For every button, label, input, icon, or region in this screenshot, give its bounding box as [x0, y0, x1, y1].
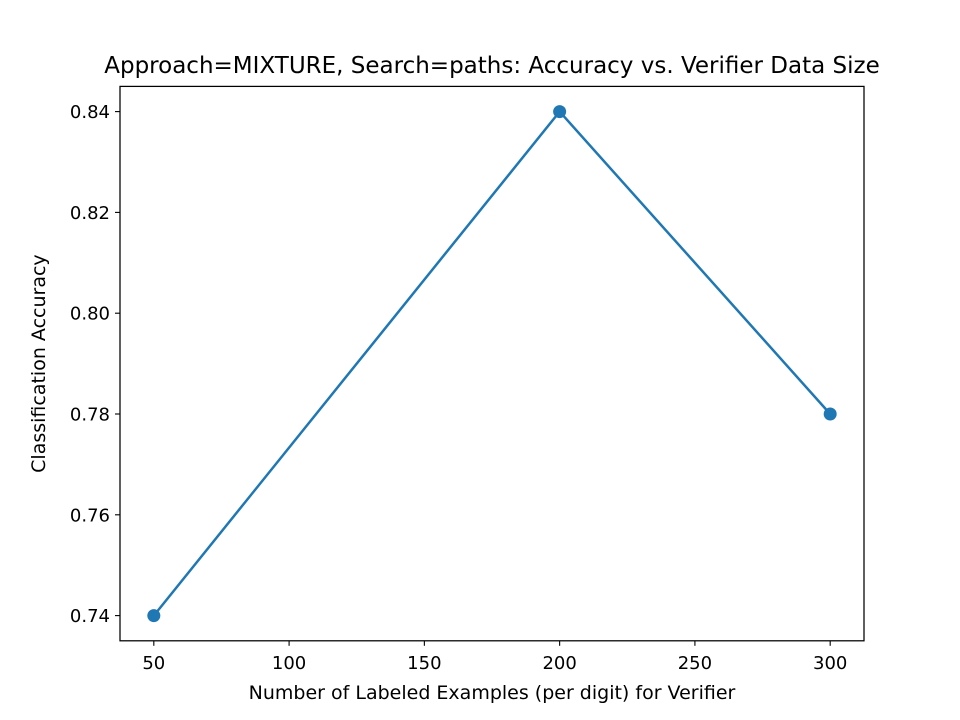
plot-frame — [119, 85, 865, 642]
y-tick-label: 0.82 — [70, 203, 110, 224]
y-axis-ticks: 0.74 0.76 0.78 0.80 0.82 0.84 — [70, 102, 120, 627]
data-point — [147, 609, 161, 623]
plot-area: 50 100 150 200 250 300 0.740.760.780.800.820.… — [70, 85, 865, 674]
x-tick-label: 200 — [542, 653, 576, 674]
x-axis-ticks: 50 100 150 200 250 300 — [142, 640, 847, 674]
data-point — [823, 407, 837, 421]
chart-title: Approach=MIXTURE, Search=paths: Accuracy… — [104, 53, 880, 79]
x-axis-label: Number of Labeled Examples (per digit) f… — [249, 682, 736, 704]
data-point — [553, 105, 567, 119]
x-tick-label: 50 — [142, 653, 165, 674]
y-tick-label: 0.74 — [70, 606, 110, 627]
x-tick-label: 100 — [272, 653, 306, 674]
y-axis-label: Classification Accuracy — [28, 254, 50, 473]
x-tick-label: 250 — [678, 653, 712, 674]
y-tick-label: 0.80 — [70, 304, 110, 325]
y-tick-label: 0.76 — [70, 505, 110, 526]
series-layer — [147, 105, 837, 623]
x-tick-label: 150 — [407, 653, 441, 674]
y-tick-label: 0.84 — [70, 102, 110, 123]
x-tick-label: 300 — [813, 653, 847, 674]
y-tick-label: 0.78 — [70, 405, 110, 426]
